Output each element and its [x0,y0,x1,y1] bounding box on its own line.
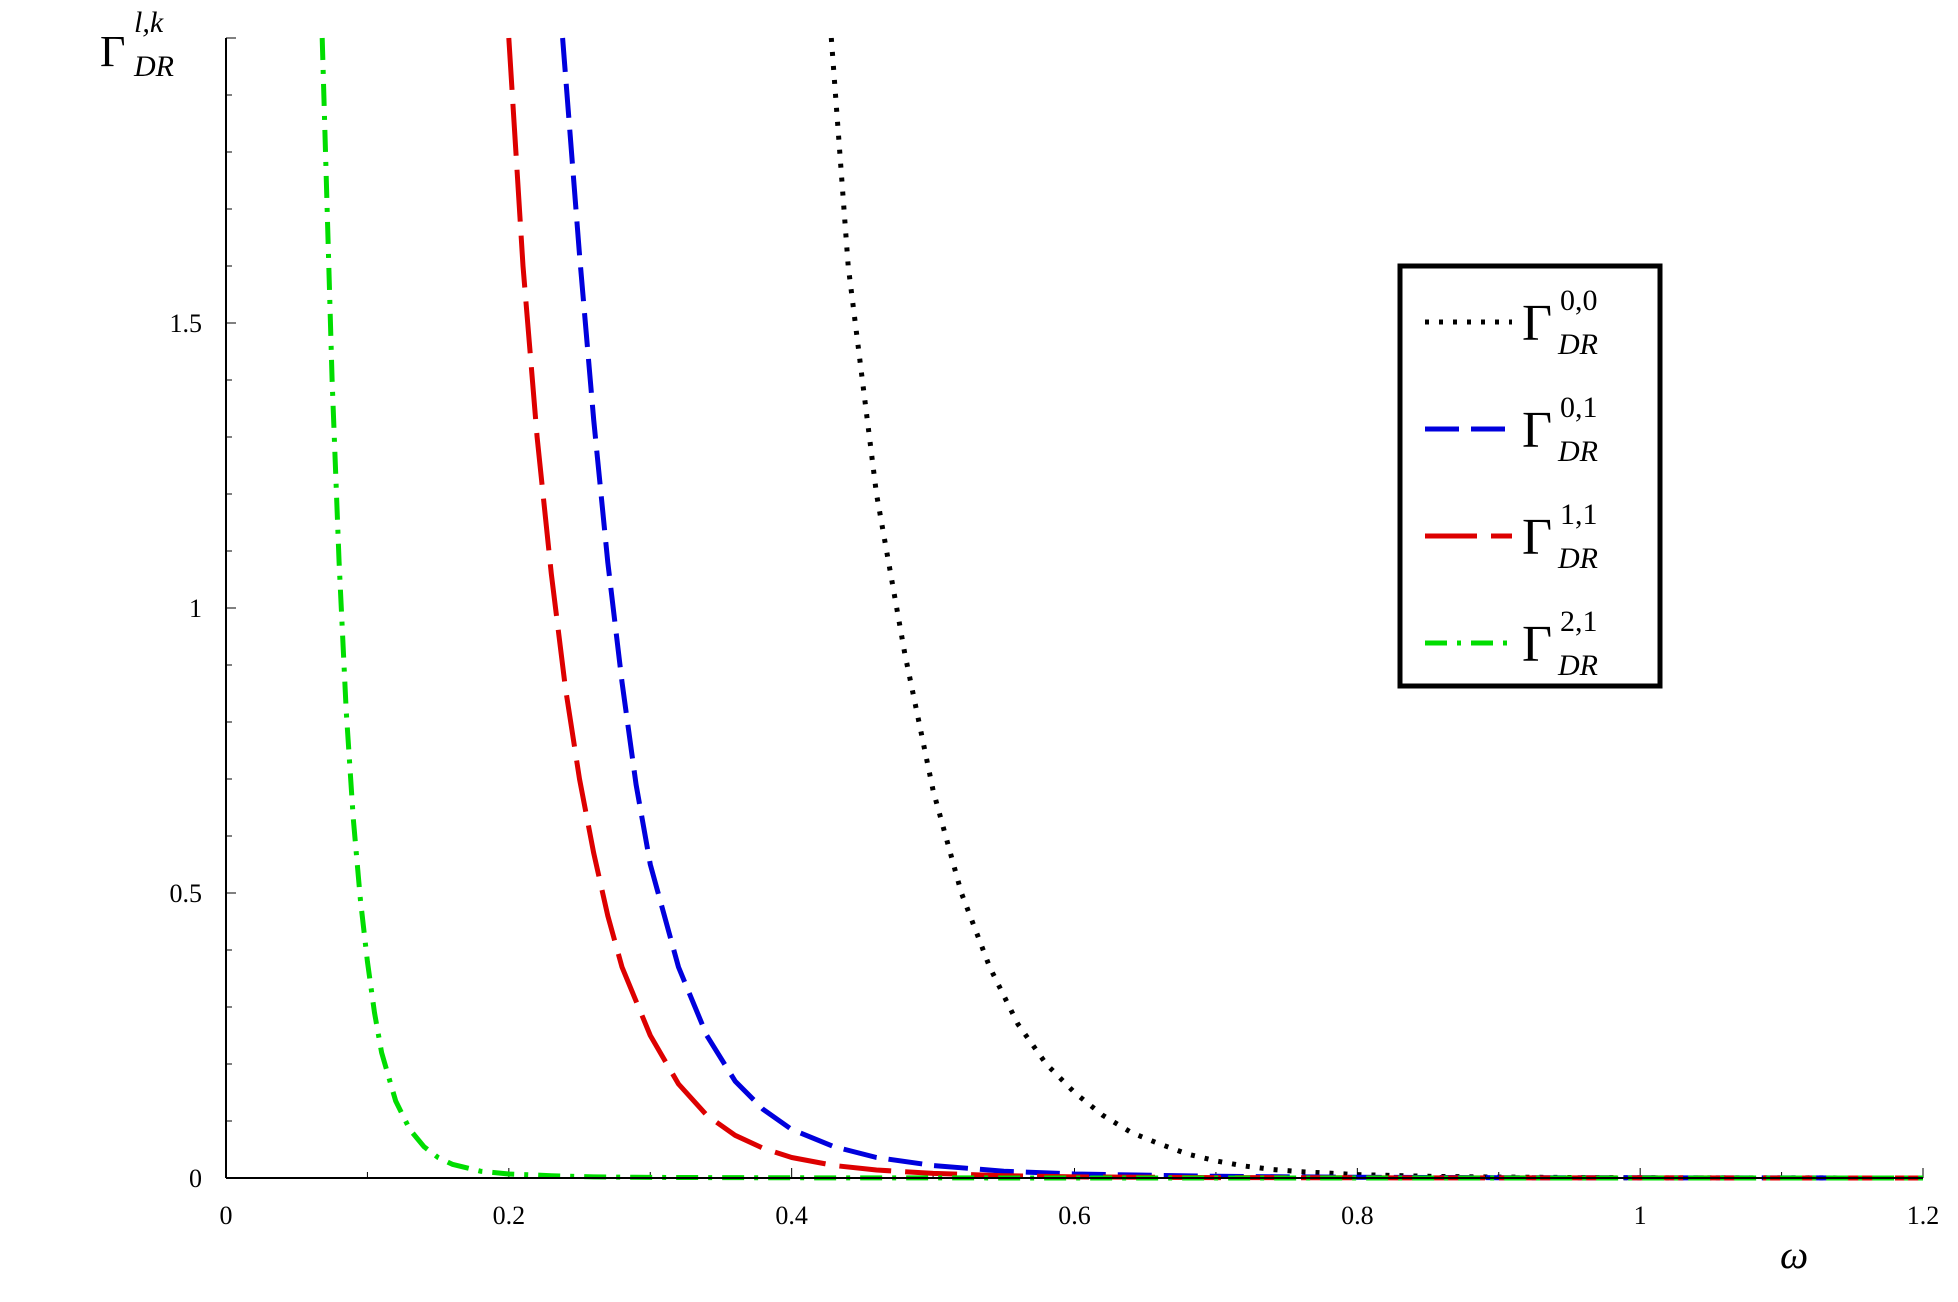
y-axis-label-base: Γ [100,27,125,76]
series-line-0 [828,37,1924,1181]
legend-label-sub-3: DR [1557,649,1598,682]
series-layer [319,37,1924,1181]
y-tick-label: 1.5 [170,309,203,338]
y-axis-label-sup: l,k [134,6,164,39]
x-tick-label: 0.4 [775,1201,808,1230]
legend-label-1: Γ [1522,402,1552,459]
x-tick-label: 0.2 [493,1201,526,1230]
legend-label-sub-2: DR [1557,542,1598,575]
x-tick-label: 0.6 [1058,1201,1091,1230]
series-line-1 [560,37,1924,1181]
legend-label-0: Γ [1522,295,1552,352]
y-axis-label: Γ l,k DR [100,6,174,83]
x-tick-label: 1.2 [1907,1201,1940,1230]
y-tick-label: 0.5 [170,879,203,908]
legend-label-sup-3: 2,1 [1560,605,1598,638]
y-tick-label: 0 [189,1164,202,1193]
legend-label-sup-1: 0,1 [1560,391,1598,424]
x-tick-label: 0.8 [1341,1201,1374,1230]
x-axis-label: ω [1780,1232,1808,1277]
legend-label-2: Γ [1522,509,1552,566]
legend-box [1397,263,1663,689]
x-tick-label: 1 [1634,1201,1647,1230]
minor-ticks [225,37,1924,1179]
series-line-3 [319,37,1923,1181]
x-tick-labels: 0 0.2 0.4 0.6 0.8 1 1.2 [220,1201,1940,1230]
legend-label-sup-0: 0,0 [1560,284,1598,317]
x-tick-label: 0 [220,1201,233,1230]
y-tick-label: 1 [189,594,202,623]
series-line-2 [506,37,1924,1181]
legend-label-sub-1: DR [1557,435,1598,468]
y-tick-labels: 0 0.5 1 1.5 [170,309,203,1193]
y-axis-label-sub: DR [133,50,174,83]
legend-label-sub-0: DR [1557,328,1598,361]
legend-label-3: Γ [1522,616,1552,673]
legend-label-sup-2: 1,1 [1560,498,1598,531]
